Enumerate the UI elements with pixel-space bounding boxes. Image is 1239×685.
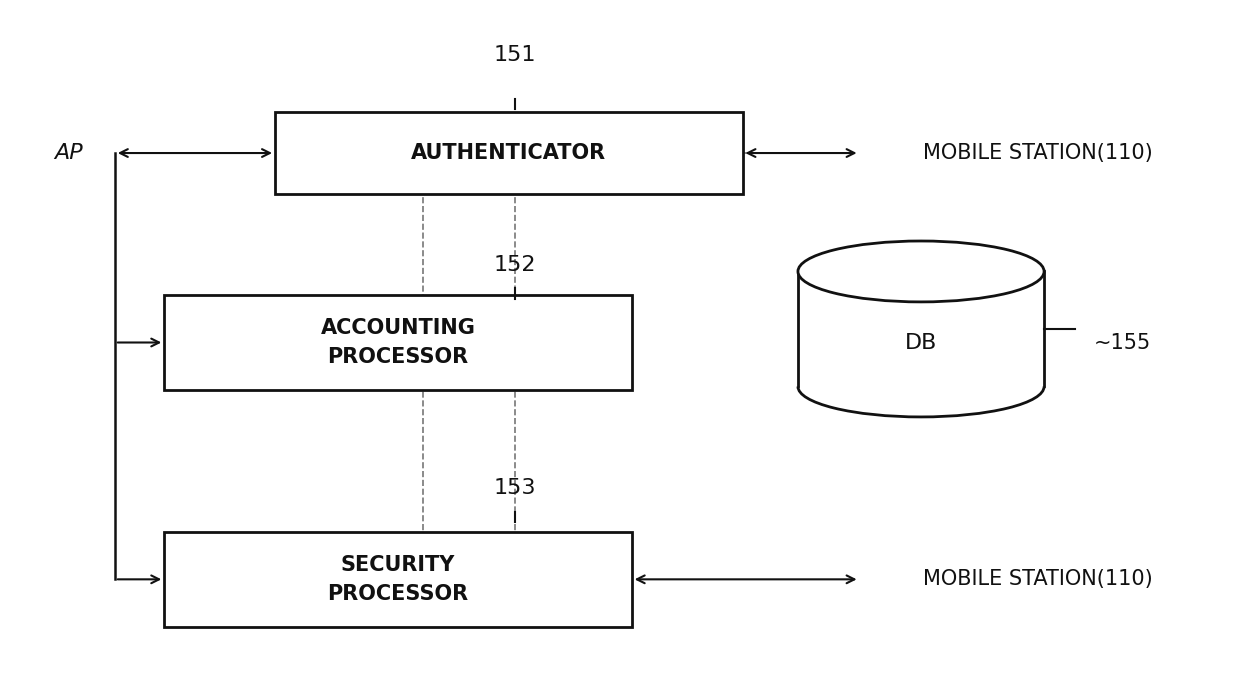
Text: 153: 153 <box>493 478 536 498</box>
Text: MOBILE STATION(110): MOBILE STATION(110) <box>923 143 1152 163</box>
FancyBboxPatch shape <box>164 532 632 627</box>
Text: 151: 151 <box>493 45 536 65</box>
Text: ~155: ~155 <box>1093 332 1151 353</box>
Ellipse shape <box>798 241 1044 302</box>
Text: SECURITY
PROCESSOR: SECURITY PROCESSOR <box>327 555 468 604</box>
Text: AP: AP <box>53 143 83 163</box>
Text: DB: DB <box>904 332 937 353</box>
Text: ACCOUNTING
PROCESSOR: ACCOUNTING PROCESSOR <box>321 318 476 367</box>
FancyBboxPatch shape <box>275 112 742 194</box>
Bar <box>798 271 1044 386</box>
Text: AUTHENTICATOR: AUTHENTICATOR <box>411 143 606 163</box>
FancyBboxPatch shape <box>164 295 632 390</box>
Text: 152: 152 <box>493 255 536 275</box>
Text: MOBILE STATION(110): MOBILE STATION(110) <box>923 569 1152 589</box>
